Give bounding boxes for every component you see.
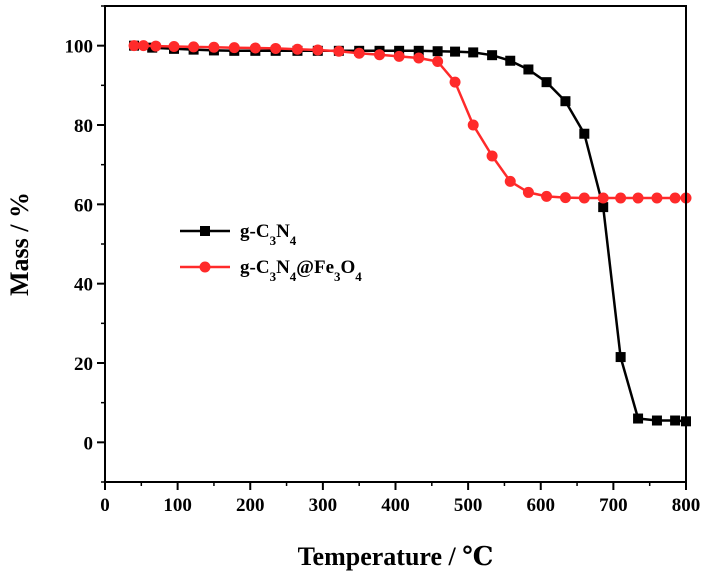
data-point bbox=[522, 186, 534, 198]
legend: g-C3N4 g-C3N4@Fe3O4 bbox=[180, 221, 362, 284]
data-point bbox=[208, 41, 220, 53]
data-point bbox=[486, 150, 498, 162]
y-tick-label: 0 bbox=[84, 433, 94, 454]
y-tick-label: 60 bbox=[74, 195, 93, 216]
y-axis-ticks: 0 20 40 60 80 100 bbox=[65, 5, 105, 483]
y-tick-label: 80 bbox=[74, 116, 93, 137]
data-point bbox=[353, 47, 365, 59]
legend-item: g-C3N4@Fe3O4 bbox=[180, 257, 362, 284]
x-tick-label: 800 bbox=[672, 495, 701, 516]
data-point bbox=[615, 352, 626, 363]
data-point bbox=[291, 43, 303, 55]
data-point bbox=[270, 42, 282, 54]
x-tick-label: 400 bbox=[381, 495, 410, 516]
data-point bbox=[541, 77, 552, 88]
data-point bbox=[505, 55, 516, 66]
x-tick-label: 500 bbox=[454, 495, 483, 516]
x-tick-label: 300 bbox=[309, 495, 338, 516]
y-tick-label: 20 bbox=[74, 354, 93, 375]
series-0 bbox=[129, 40, 691, 427]
data-point bbox=[333, 45, 345, 57]
data-point bbox=[651, 415, 662, 426]
data-point bbox=[487, 50, 498, 61]
y-tick-label: 40 bbox=[74, 275, 93, 296]
data-point bbox=[393, 50, 405, 62]
data-point bbox=[188, 41, 200, 53]
legend-marker bbox=[200, 226, 210, 236]
data-point bbox=[523, 64, 534, 75]
data-point bbox=[579, 128, 590, 139]
data-point bbox=[413, 52, 425, 64]
data-point bbox=[615, 192, 627, 204]
legend-marker bbox=[199, 261, 211, 273]
legend-label: g-C3N4 bbox=[240, 221, 297, 248]
series-1 bbox=[128, 40, 692, 204]
data-point bbox=[128, 40, 140, 52]
y-tick-label: 100 bbox=[65, 37, 94, 58]
data-point bbox=[150, 40, 162, 52]
x-tick-label: 100 bbox=[163, 495, 192, 516]
data-point bbox=[374, 49, 386, 61]
x-tick-label: 700 bbox=[599, 495, 628, 516]
data-point bbox=[504, 175, 516, 187]
data-point bbox=[168, 40, 180, 52]
series-line bbox=[133, 44, 687, 423]
data-point bbox=[413, 45, 424, 56]
data-point bbox=[651, 192, 663, 204]
data-point bbox=[670, 415, 681, 426]
x-tick-label: 200 bbox=[236, 495, 265, 516]
data-point bbox=[597, 192, 609, 204]
data-point bbox=[467, 119, 479, 131]
legend-label: g-C3N4@Fe3O4 bbox=[240, 257, 362, 284]
legend-item: g-C3N4 bbox=[180, 221, 297, 248]
data-point bbox=[228, 42, 240, 54]
data-point bbox=[578, 192, 590, 204]
data-point bbox=[137, 40, 149, 52]
plot-frame bbox=[104, 5, 687, 483]
data-point bbox=[632, 192, 644, 204]
data-point bbox=[559, 192, 571, 204]
data-point bbox=[432, 56, 444, 68]
x-axis-label: Temperature / ℃ bbox=[298, 542, 494, 571]
data-point bbox=[449, 76, 461, 88]
data-point bbox=[633, 413, 644, 424]
data-point bbox=[468, 47, 479, 58]
data-point bbox=[560, 96, 571, 107]
series-line bbox=[134, 44, 686, 200]
data-point bbox=[598, 202, 609, 213]
data-point bbox=[432, 46, 443, 57]
y-axis-label: Mass / % bbox=[5, 192, 34, 296]
data-point bbox=[394, 45, 405, 56]
data-point bbox=[450, 46, 461, 57]
data-point bbox=[669, 192, 681, 204]
x-axis-ticks: 0 100 200 300 400 500 600 700 800 bbox=[100, 482, 700, 516]
data-point bbox=[249, 42, 261, 54]
data-point bbox=[541, 190, 553, 202]
data-point bbox=[312, 44, 324, 56]
x-tick-label: 600 bbox=[527, 495, 556, 516]
x-tick-label: 0 bbox=[100, 495, 110, 516]
plot-curves bbox=[128, 40, 692, 427]
